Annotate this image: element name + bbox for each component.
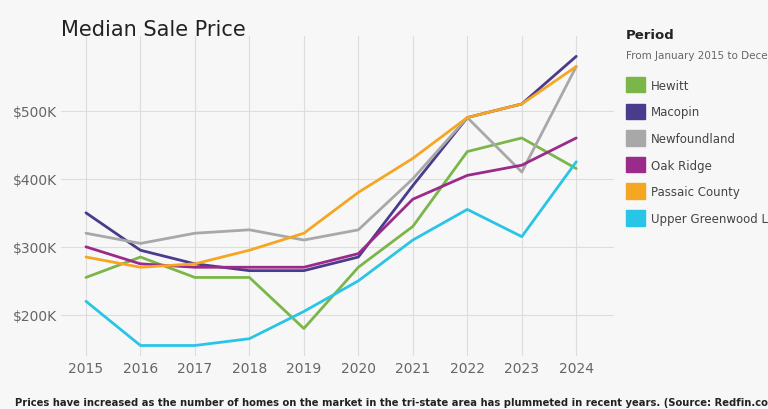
- Text: From January 2015 to December 2024: From January 2015 to December 2024: [626, 51, 768, 61]
- Text: Macopin: Macopin: [651, 106, 700, 119]
- Text: Oak Ridge: Oak Ridge: [651, 159, 712, 172]
- Text: Hewitt: Hewitt: [651, 79, 690, 92]
- Text: Prices have increased as the number of homes on the market in the tri-state area: Prices have increased as the number of h…: [15, 397, 768, 407]
- Text: Newfoundland: Newfoundland: [651, 133, 737, 146]
- Text: Period: Period: [626, 29, 674, 42]
- Text: Median Sale Price: Median Sale Price: [61, 20, 247, 40]
- Text: Upper Greenwood Lake: Upper Greenwood Lake: [651, 212, 768, 225]
- Text: Passaic County: Passaic County: [651, 186, 740, 199]
